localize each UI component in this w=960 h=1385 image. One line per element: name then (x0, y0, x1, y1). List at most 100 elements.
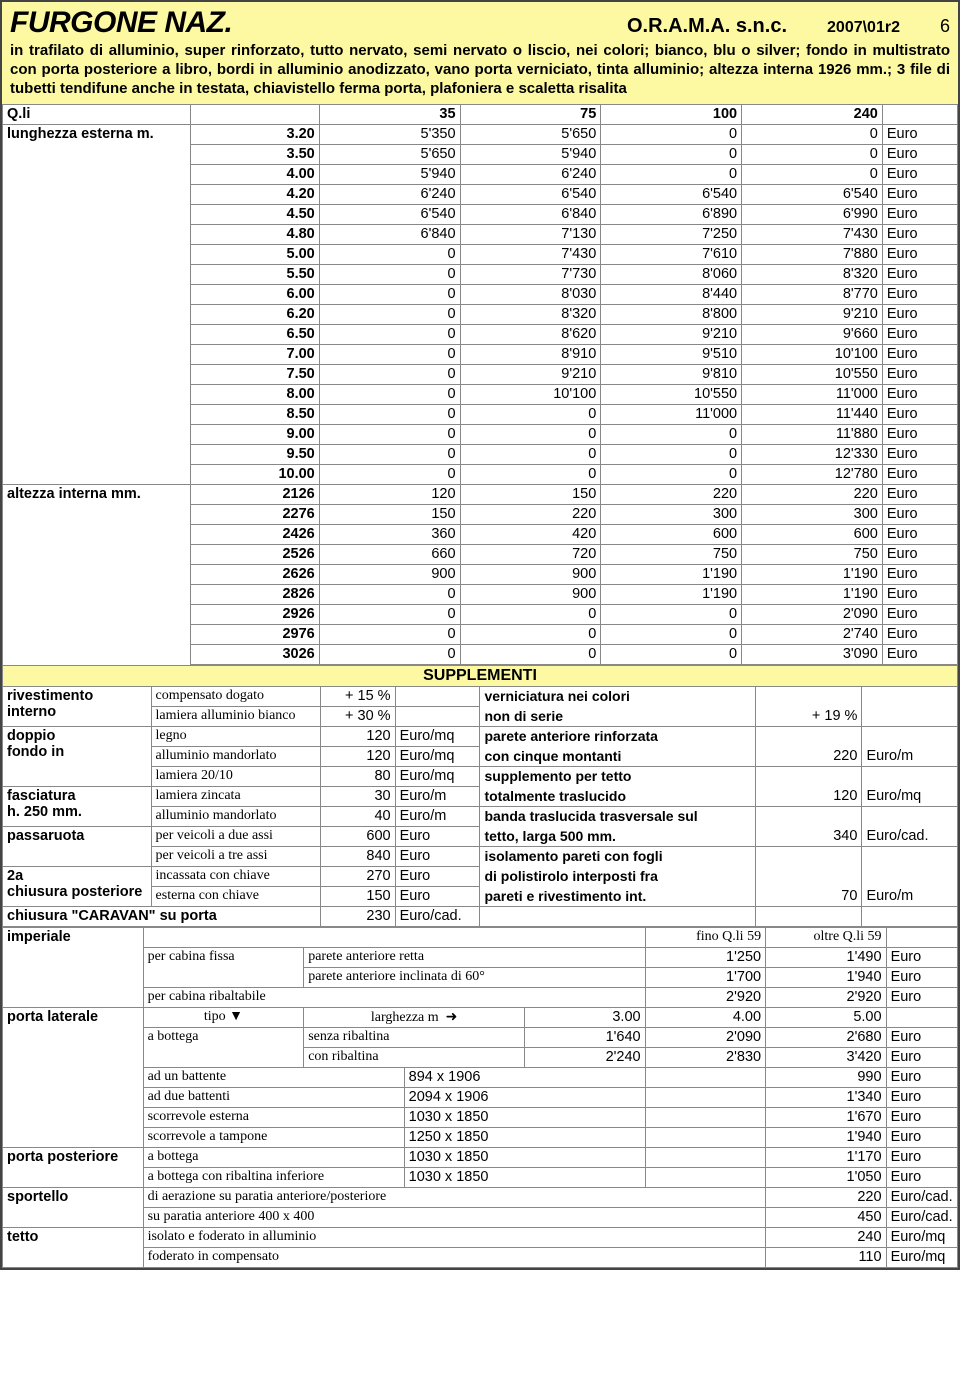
supp-group: fasciaturah. 250 mm. (3, 787, 152, 827)
price-cell: 2'090 (645, 1028, 765, 1048)
porta-type: scorrevole a tampone (143, 1128, 404, 1148)
supp-unit: Euro/mq (395, 747, 480, 767)
supp-value: 150 (321, 887, 395, 907)
price-cell: 6'540 (601, 185, 742, 205)
price-cell: 1'170 (766, 1148, 886, 1168)
price-cell: 420 (460, 525, 601, 545)
supp-right-value (756, 907, 862, 927)
col-header: 100 (601, 105, 742, 125)
supp-right-desc: isolamento pareti con fogli (480, 847, 756, 867)
unit-cell: Euro (886, 1048, 957, 1068)
unit-cell: Euro (886, 948, 957, 968)
imperiale-sub: per cabina fissa (143, 948, 304, 988)
price-cell: 900 (460, 565, 601, 585)
price-cell: 11'440 (742, 405, 883, 425)
supp-right-value (756, 727, 862, 747)
dimensions: 1250 x 1850 (404, 1128, 645, 1148)
width-col: 3.00 (525, 1008, 645, 1028)
price-cell: 7'610 (601, 245, 742, 265)
supp-right-desc: non di serie (480, 707, 756, 727)
porta-type: scorrevole esterna (143, 1108, 404, 1128)
price-cell: 220 (601, 485, 742, 505)
revision: 2007\01r2 (827, 19, 900, 37)
unit-cell: Euro (882, 385, 957, 405)
supp-unit: Euro (395, 847, 480, 867)
price-cell: 11'880 (742, 425, 883, 445)
price-cell: 900 (460, 585, 601, 605)
unit-cell: Euro (882, 465, 957, 485)
price-cell: 11'000 (601, 405, 742, 425)
supp-value: 270 (321, 867, 395, 887)
price-cell: 8'620 (460, 325, 601, 345)
price-cell: 2'830 (645, 1048, 765, 1068)
unit-cell: Euro (886, 968, 957, 988)
sportello-desc: di aerazione su paratia anteriore/poster… (143, 1188, 766, 1208)
unit-cell: Euro (882, 405, 957, 425)
price-cell: 0 (742, 165, 883, 185)
price-cell: 220 (742, 485, 883, 505)
price-cell: 1'250 (645, 948, 765, 968)
price-cell: 9'210 (460, 365, 601, 385)
blank (886, 1008, 957, 1028)
supp-right-desc (480, 907, 756, 927)
supp-right-unit (862, 907, 958, 927)
section-label: lunghezza esterna m. (3, 125, 191, 485)
col-header: 75 (460, 105, 601, 125)
price-cell: 0 (460, 465, 601, 485)
spec-cell: 2276 (190, 505, 319, 525)
imperiale-desc: parete anteriore inclinata di 60° (304, 968, 645, 988)
price-cell: 6'540 (319, 205, 460, 225)
price-cell: 0 (319, 305, 460, 325)
width-col: 4.00 (645, 1008, 765, 1028)
supp-value: 840 (321, 847, 395, 867)
supp-right-value: 340 (756, 827, 862, 847)
price-cell: 3'420 (766, 1048, 886, 1068)
supp-desc: per veicoli a tre assi (151, 847, 321, 867)
supp-right-desc: supplemento per tetto (480, 767, 756, 787)
price-cell: 7'430 (460, 245, 601, 265)
price-cell: 11'000 (742, 385, 883, 405)
price-cell: 6'240 (460, 165, 601, 185)
price-cell: 240 (766, 1228, 886, 1248)
price-cell: 0 (601, 125, 742, 145)
price-cell: 1'940 (766, 968, 886, 988)
supp-desc: lamiera alluminio bianco (151, 707, 321, 727)
price-cell: 0 (601, 145, 742, 165)
triangle-down-icon: ▼ (229, 1009, 243, 1024)
unit-cell: Euro (882, 325, 957, 345)
supp-unit: Euro/mq (395, 767, 480, 787)
supp-right-unit: Euro/m (862, 887, 958, 907)
price-cell: 1'640 (525, 1028, 645, 1048)
price-cell: 110 (766, 1248, 886, 1268)
price-cell: 9'660 (742, 325, 883, 345)
spec-cell: 8.00 (190, 385, 319, 405)
supp-right-unit (862, 847, 958, 867)
tetto-desc: isolato e foderato in alluminio (143, 1228, 766, 1248)
blank (645, 1168, 765, 1188)
price-cell: 0 (319, 345, 460, 365)
imperiale-col2: oltre Q.li 59 (766, 928, 886, 948)
price-cell: 0 (319, 625, 460, 645)
price-cell: 8'030 (460, 285, 601, 305)
unit-cell: Euro/cad. (886, 1208, 957, 1228)
price-cell: 0 (319, 265, 460, 285)
price-cell: 150 (460, 485, 601, 505)
price-cell: 0 (460, 405, 601, 425)
price-cell: 9'210 (601, 325, 742, 345)
supp-unit (395, 707, 480, 727)
col-header: 240 (742, 105, 883, 125)
arrow-right-icon: ➜ (446, 1010, 458, 1025)
supp-desc: alluminio mandorlato (151, 807, 321, 827)
supp-value: + 30 % (321, 707, 395, 727)
price-cell: 7'130 (460, 225, 601, 245)
tetto-desc: foderato in compensato (143, 1248, 766, 1268)
width-col: 5.00 (766, 1008, 886, 1028)
supp-desc: incassata con chiave (151, 867, 321, 887)
col-header: 35 (319, 105, 460, 125)
supp-right-desc: pareti e rivestimento int. (480, 887, 756, 907)
spec-cell: 8.50 (190, 405, 319, 425)
unit-cell: Euro (882, 525, 957, 545)
price-cell: 0 (601, 465, 742, 485)
porta-type: ad due battenti (143, 1088, 404, 1108)
supp-right-unit (862, 727, 958, 747)
